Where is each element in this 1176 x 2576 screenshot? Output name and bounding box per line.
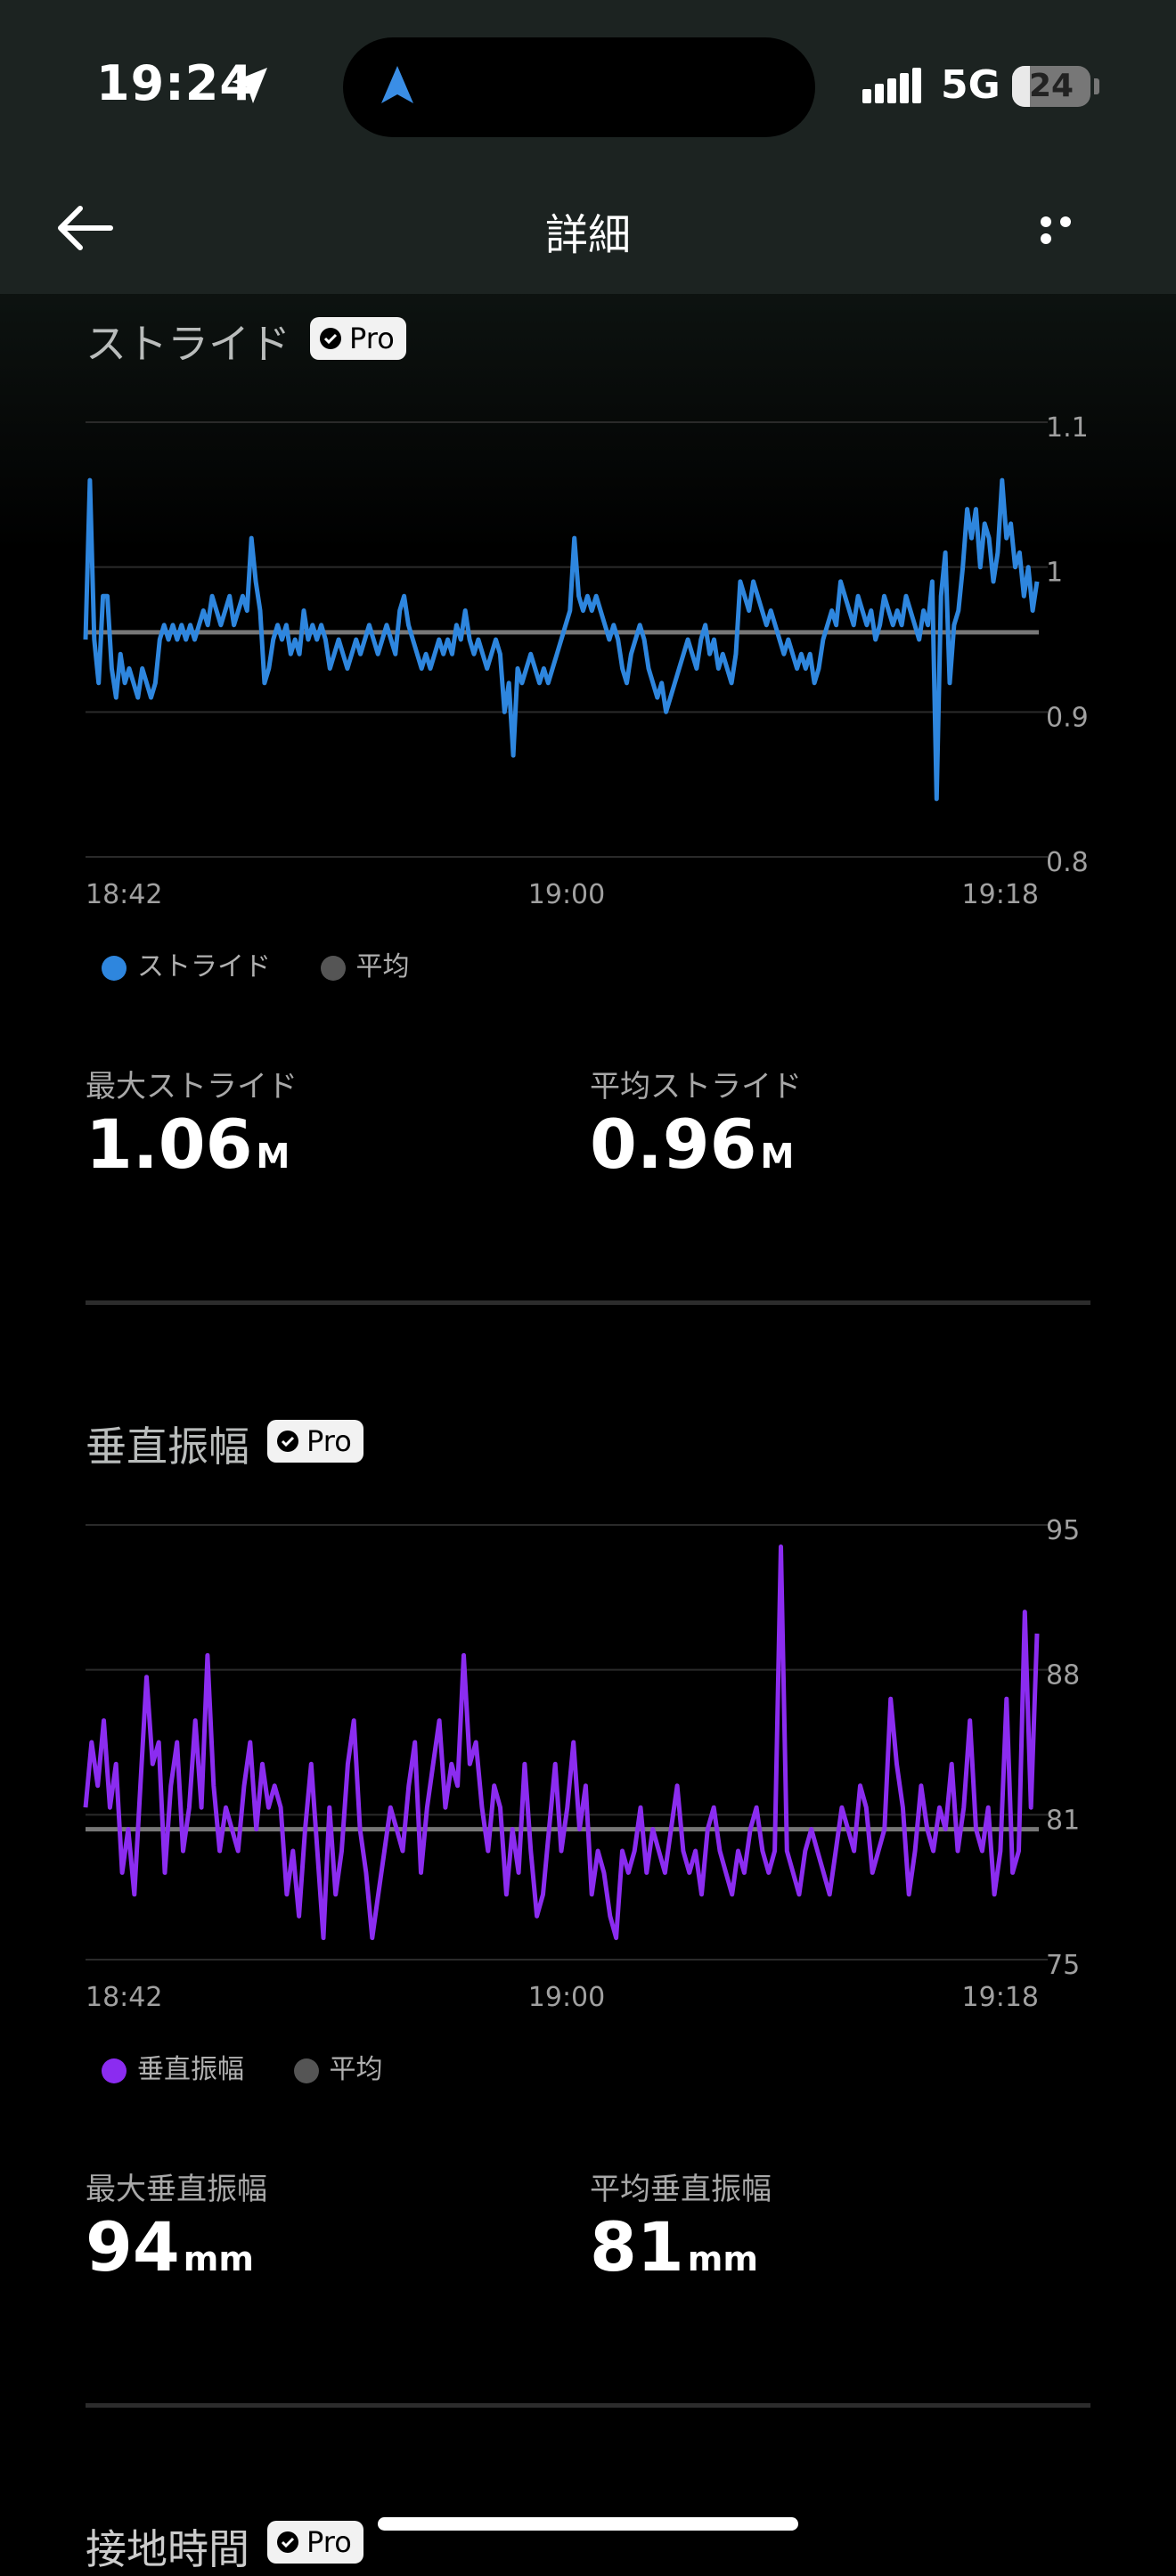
y-tick-label: 95 [1046, 1515, 1080, 1546]
dynamic-island [343, 37, 815, 137]
verified-badge-icon [277, 2531, 298, 2553]
avg-vertical-value: 81 mm [590, 2207, 758, 2287]
stride-pro-badge: Pro [310, 317, 406, 360]
battery-level: 24 [1028, 68, 1074, 104]
contact-time-title: 接地時間 [86, 2525, 249, 2573]
battery-icon: 24 [1012, 66, 1090, 107]
pro-badge-label: Pro [306, 1424, 352, 1458]
contact-time-pro-badge: Pro [267, 2521, 363, 2564]
y-tick-label: 1.1 [1046, 412, 1089, 444]
legend-average: 平均 [320, 944, 410, 983]
x-tick-label: 18:42 [86, 1982, 162, 2013]
vertical-title: 垂直振幅 [86, 1423, 249, 1471]
page-title: 詳細 [544, 210, 631, 260]
home-indicator[interactable] [378, 2517, 798, 2531]
x-tick-label: 19:18 [962, 879, 1039, 909]
series-line [83, 477, 1040, 802]
vertical-chart: 95 88 81 75 18:42 19:00 19:18 [83, 1515, 1080, 2013]
x-tick-label: 19:18 [962, 1982, 1039, 2013]
y-tick-label: 88 [1046, 1660, 1080, 1692]
stride-legend: ストライド 平均 [102, 944, 451, 983]
network-type: 5G [941, 62, 1000, 108]
section-divider [86, 2403, 1090, 2408]
max-vertical-value: 94 mm [86, 2207, 254, 2287]
max-stride-label: 最大ストライド [86, 1069, 298, 1105]
y-tick-label: 81 [1046, 1805, 1080, 1836]
signal-icon [862, 68, 925, 103]
x-tick-label: 18:42 [86, 879, 162, 909]
pro-badge-label: Pro [306, 2525, 352, 2559]
y-tick-label: 1 [1046, 558, 1063, 589]
avg-stride-value: 0.96 M [590, 1105, 795, 1184]
location-arrow-icon [232, 68, 267, 103]
battery-tip [1094, 78, 1099, 94]
y-tick-label: 75 [1046, 1950, 1080, 1981]
legend-average: 平均 [293, 2047, 383, 2086]
pro-badge-label: Pro [349, 322, 395, 355]
stride-chart: 1.1 1 0.9 0.8 18:42 19:00 19:18 [83, 412, 1089, 909]
max-vertical-label: 最大垂直振幅 [86, 2172, 267, 2207]
avg-vertical-label: 平均垂直振幅 [590, 2172, 772, 2207]
y-tick-label: 0.9 [1046, 702, 1089, 733]
legend-stride: ストライド [102, 944, 271, 983]
max-stride-value: 1.06 M [86, 1105, 290, 1184]
verified-badge-icon [320, 328, 341, 349]
series-line [83, 1544, 1040, 1941]
legend-vertical: 垂直振幅 [102, 2047, 244, 2086]
x-tick-label: 19:00 [528, 879, 605, 909]
y-tick-label: 0.8 [1046, 847, 1089, 878]
arrow-left-icon[interactable] [53, 201, 116, 255]
section-divider [86, 1300, 1090, 1305]
vertical-pro-badge: Pro [267, 1420, 363, 1463]
verified-badge-icon [277, 1431, 298, 1452]
stride-title: ストライド [86, 320, 290, 368]
x-tick-label: 19:00 [528, 1982, 605, 2013]
vertical-legend: 垂直振幅 平均 [102, 2047, 424, 2086]
more-horizontal-icon[interactable] [1041, 214, 1098, 244]
navigation-arrow-icon [381, 66, 413, 103]
status-time: 19:24 [96, 55, 254, 111]
avg-stride-label: 平均ストライド [590, 1069, 802, 1105]
